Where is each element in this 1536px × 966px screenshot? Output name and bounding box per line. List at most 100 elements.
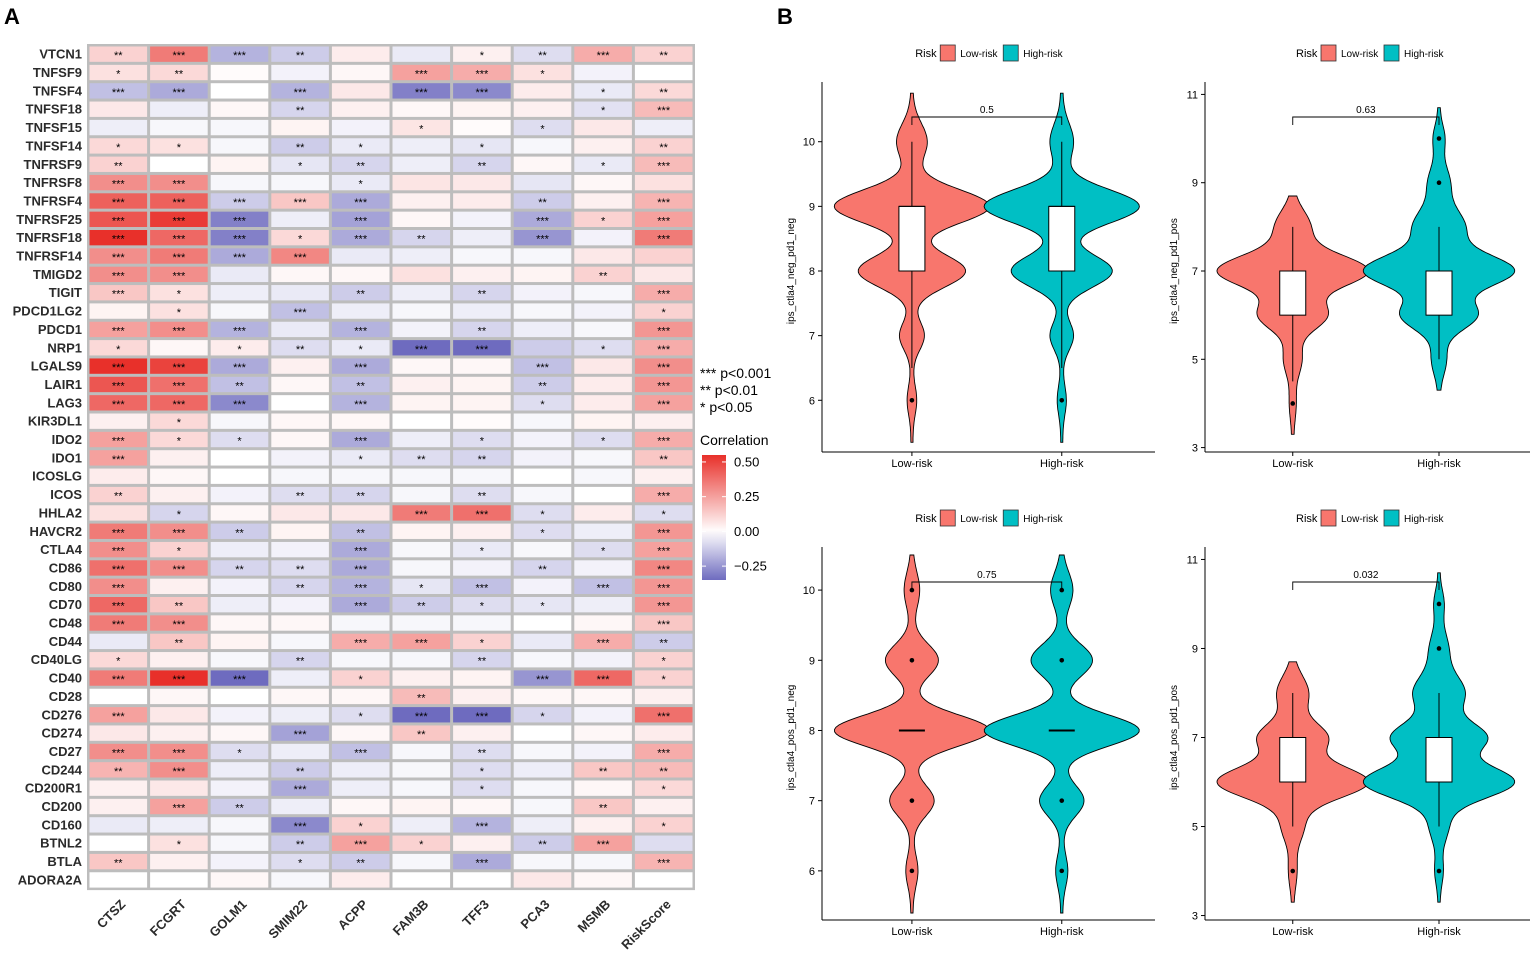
- heatmap-cell: [271, 523, 329, 539]
- heatmap-cell: [331, 780, 390, 796]
- heatmap-cell-stars: ***: [475, 69, 489, 81]
- heatmap-cell: [331, 450, 390, 466]
- heatmap-cell-stars: ***: [597, 637, 611, 649]
- heatmap-cell-stars: ***: [657, 491, 671, 503]
- heatmap-cell: [574, 450, 632, 466]
- heatmap-cell-stars: ***: [172, 50, 186, 62]
- box-iqr: [1425, 737, 1453, 783]
- violin-panel-ctla4-neg-pd1-neg: Risk Low-risk High-risk 6 7 8 9 10 ips_ctla4_neg…: [786, 44, 1155, 470]
- heatmap-row-label: CD40: [49, 671, 82, 686]
- heatmap-cell-stars: ***: [657, 160, 671, 172]
- heatmap-cell: [331, 725, 390, 741]
- heatmap-cell: [634, 780, 693, 796]
- heatmap-cell: [271, 688, 329, 705]
- heatmap-cell: [89, 615, 148, 631]
- heatmap-cell-stars: ***: [354, 197, 368, 209]
- heatmap-row-label: TNFSF15: [26, 120, 82, 135]
- heatmap-cell-stars: *: [601, 436, 606, 448]
- heatmap-cell: [513, 285, 572, 301]
- heatmap-cell: [89, 707, 148, 723]
- heatmap-cell: [634, 101, 693, 117]
- heatmap-cell: [150, 138, 208, 154]
- heatmap-cell: [271, 560, 329, 576]
- heatmap-cell-stars: **: [478, 325, 487, 337]
- heatmap-cell-stars: *: [359, 711, 364, 723]
- heatmap-cell: [574, 358, 632, 374]
- heatmap-cell: [331, 303, 390, 319]
- heatmap-cell: [331, 119, 390, 136]
- heatmap-cell: [574, 395, 632, 411]
- heatmap-cell: [453, 303, 511, 319]
- y-tick-label: 8: [809, 725, 815, 737]
- heatmap-cell-stars: ***: [294, 729, 308, 741]
- heatmap-cell: [453, 413, 511, 429]
- heatmap-row-label: TMIGD2: [33, 267, 82, 282]
- y-axis-label: ips_ctla4_pos_pd1_neg: [786, 685, 797, 791]
- heatmap-row-label: CTLA4: [40, 542, 83, 557]
- heatmap-cell: [634, 486, 693, 503]
- heatmap-cell: [150, 266, 208, 283]
- heatmap-cell-stars: *: [480, 601, 485, 613]
- heatmap-cell-stars: *: [116, 656, 121, 668]
- legend-swatch-high-risk: [1002, 509, 1019, 527]
- pvalue-label: 0.032: [1353, 570, 1378, 581]
- heatmap-cell: [271, 541, 329, 558]
- heatmap-cell: [453, 468, 511, 484]
- heatmap-col-label: ACPP: [335, 896, 371, 932]
- heatmap-row-label: IDO2: [52, 432, 82, 447]
- heatmap-cell: [392, 743, 451, 760]
- heatmap-cell-stars: **: [478, 656, 487, 668]
- heatmap-row-label: ICOS: [50, 487, 82, 502]
- heatmap-cell: [634, 321, 693, 338]
- heatmap-cell: [331, 743, 390, 760]
- heatmap-cell: [210, 743, 269, 760]
- heatmap-cell-stars: ***: [475, 582, 489, 594]
- heatmap-cell: [634, 725, 693, 741]
- heatmap-cell: [634, 652, 693, 668]
- heatmap-cell: [574, 853, 632, 870]
- heatmap-row-label: HHLA2: [39, 505, 82, 520]
- heatmap-cell: [150, 486, 208, 503]
- heatmap-cell-stars: ***: [354, 436, 368, 448]
- heatmap-cell: [150, 560, 208, 576]
- heatmap-cell-stars: *: [359, 179, 364, 191]
- heatmap-cell-stars: **: [417, 729, 426, 741]
- violin-legend-label: High-risk: [1023, 514, 1063, 525]
- x-tick-label: High-risk: [1040, 926, 1084, 938]
- heatmap-row-label: KIR3DL1: [28, 414, 82, 429]
- heatmap-cell-stars: ***: [172, 197, 186, 209]
- heatmap-cell: [513, 468, 572, 484]
- heatmap-cell: [150, 174, 208, 191]
- heatmap-cell-stars: *: [298, 234, 303, 246]
- heatmap-cell: [392, 670, 451, 686]
- heatmap-cell: [513, 872, 572, 888]
- heatmap-cell: [453, 670, 511, 686]
- heatmap-cell: [271, 835, 329, 851]
- violin-panel-ctla4-pos-pd1-neg: Risk Low-risk High-risk 6 7 8 9 10 ips_ctla4_pos…: [786, 509, 1155, 938]
- heatmap-cell-stars: *: [662, 784, 667, 796]
- heatmap-col-label: CTSZ: [94, 897, 129, 932]
- heatmap-cell: [453, 505, 511, 521]
- heatmap: VTCN1 ** *** *** ** * ** *** **TNFSF9 * ** *** *** *T…: [13, 44, 695, 952]
- violin-legend-label: High-risk: [1404, 514, 1444, 525]
- heatmap-cell: [271, 321, 329, 338]
- y-tick-label: 9: [1192, 643, 1198, 655]
- heatmap-cell-stars: ***: [354, 546, 368, 558]
- heatmap-cell: [271, 707, 329, 723]
- pvalue-label: 0.5: [980, 105, 994, 116]
- heatmap-cell: [513, 395, 572, 411]
- heatmap-cell: [392, 174, 451, 191]
- heatmap-cell: [210, 321, 269, 338]
- heatmap-cell: [150, 211, 208, 227]
- heatmap-cell-stars: *: [177, 839, 182, 851]
- y-axis-label: ips_ctla4_neg_pd1_pos: [1169, 218, 1180, 324]
- heatmap-cell: [634, 835, 693, 851]
- heatmap-cell: [574, 762, 632, 778]
- violin-high-risk: [983, 554, 1140, 914]
- heatmap-cell-stars: *: [480, 436, 485, 448]
- heatmap-cell-stars: ***: [657, 197, 671, 209]
- heatmap-cell-stars: ***: [475, 821, 489, 833]
- heatmap-cell: [271, 303, 329, 319]
- heatmap-cell: [331, 211, 390, 227]
- heatmap-cell: [331, 597, 390, 613]
